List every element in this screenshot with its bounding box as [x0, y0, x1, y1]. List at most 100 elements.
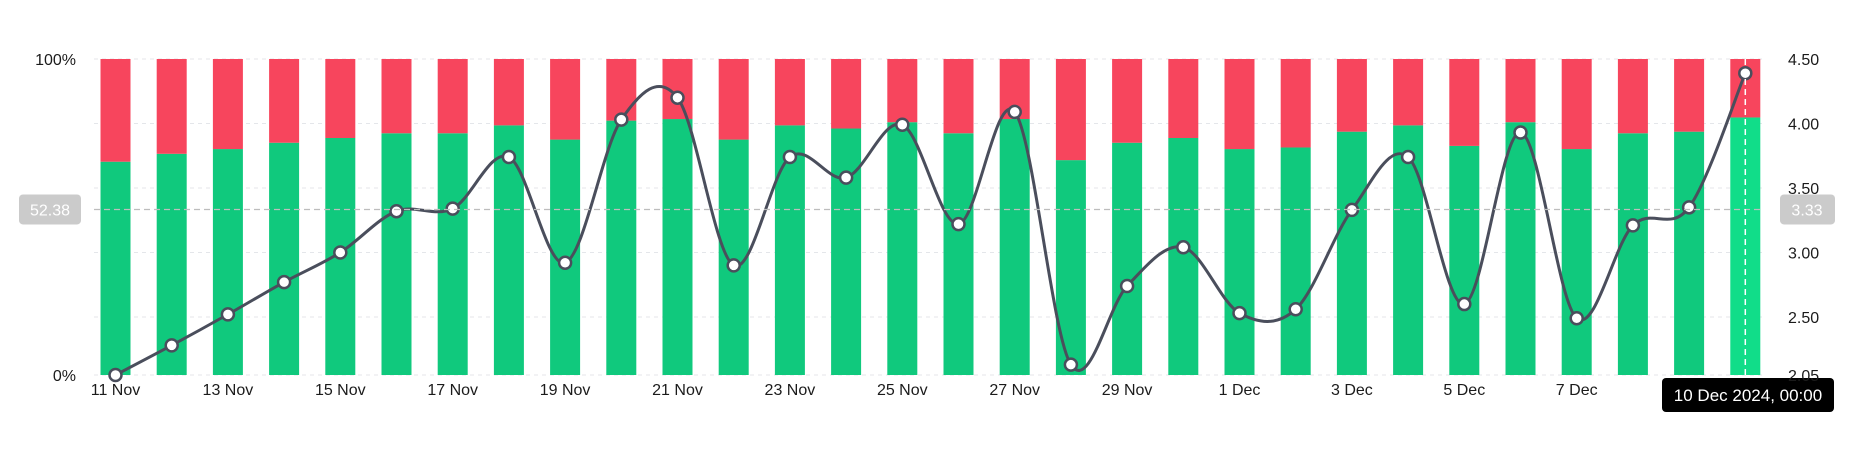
bar-short[interactable]: [1393, 59, 1424, 126]
bar-short[interactable]: [943, 59, 974, 134]
right-axis-tick: 2.50: [1788, 310, 1819, 327]
bar-long[interactable]: [718, 139, 749, 375]
line-point[interactable]: [108, 367, 123, 383]
bar-short[interactable]: [1168, 59, 1199, 138]
crosshair: 52.38 3.33 10 Dec 2024, 00:00: [19, 59, 1835, 412]
left-axis-tick: 100%: [35, 52, 76, 69]
tooltip-bg: [1662, 378, 1834, 412]
bar-short[interactable]: [325, 59, 356, 138]
bar-long[interactable]: [774, 125, 805, 375]
bar-short[interactable]: [1674, 59, 1705, 132]
bar-short[interactable]: [1224, 59, 1255, 150]
bar-long[interactable]: [662, 119, 693, 375]
bar-short[interactable]: [493, 59, 524, 126]
line-point[interactable]: [614, 112, 629, 127]
line-point[interactable]: [670, 90, 685, 105]
bar-long[interactable]: [381, 133, 412, 375]
line-point[interactable]: [276, 274, 292, 290]
line-point[interactable]: [557, 255, 573, 271]
bar-long[interactable]: [1055, 160, 1086, 375]
line-point[interactable]: [1063, 357, 1079, 372]
bar-short[interactable]: [437, 59, 468, 134]
bar-short[interactable]: [550, 59, 581, 140]
bar-long[interactable]: [212, 149, 243, 375]
bar-short[interactable]: [1112, 59, 1143, 143]
bar-short[interactable]: [1280, 59, 1311, 148]
bar-short[interactable]: [212, 59, 243, 150]
crosshair-right-label-bg: [1780, 194, 1835, 225]
bar-long[interactable]: [1393, 125, 1424, 375]
left-axis-tick: 0%: [53, 368, 76, 385]
line-point[interactable]: [1513, 125, 1528, 140]
bar-long[interactable]: [1168, 138, 1199, 375]
bar-long[interactable]: [943, 133, 974, 375]
bar-short[interactable]: [831, 59, 862, 129]
crosshair-right-label: 3.33: [1791, 202, 1822, 219]
x-axis-tick: 7 Dec: [1556, 382, 1598, 399]
right-axis-tick: 3.50: [1788, 181, 1819, 198]
bar-long[interactable]: [100, 161, 131, 375]
line-point[interactable]: [1625, 218, 1641, 233]
bar-short[interactable]: [1449, 59, 1480, 146]
bar-long[interactable]: [1617, 133, 1648, 375]
bar-short[interactable]: [1055, 59, 1086, 161]
bar-long[interactable]: [1561, 149, 1592, 375]
crosshair-left-label-bg: [19, 194, 81, 225]
bar-short[interactable]: [887, 59, 918, 123]
line-point[interactable]: [1119, 278, 1135, 294]
right-axis-tick: 3.00: [1788, 245, 1819, 262]
bar-short[interactable]: [1617, 59, 1648, 134]
bar-long[interactable]: [437, 133, 468, 375]
line-point[interactable]: [1457, 296, 1472, 312]
bar-long[interactable]: [831, 128, 862, 375]
line-point[interactable]: [389, 203, 404, 219]
line-point[interactable]: [1232, 305, 1247, 321]
bar-long[interactable]: [606, 120, 637, 376]
bar-long[interactable]: [1730, 117, 1761, 376]
bar-short[interactable]: [1505, 59, 1536, 123]
line-point[interactable]: [445, 201, 460, 216]
bar-long[interactable]: [1224, 149, 1255, 375]
bar-short[interactable]: [100, 59, 131, 162]
line-point[interactable]: [1176, 240, 1191, 255]
line-point[interactable]: [895, 117, 910, 133]
right-axis-tick: 2.05: [1788, 368, 1819, 385]
bar-long[interactable]: [1336, 131, 1367, 375]
bar-long[interactable]: [1112, 142, 1143, 375]
line-point[interactable]: [1007, 104, 1022, 120]
bar-short[interactable]: [718, 59, 749, 140]
bar-short[interactable]: [606, 59, 637, 121]
x-axis-tick: 19 Nov: [540, 382, 591, 399]
bar-short[interactable]: [269, 59, 300, 143]
bar-long[interactable]: [887, 122, 918, 375]
x-axis-tick: 25 Nov: [877, 382, 928, 399]
x-axis-tick: 21 Nov: [652, 382, 703, 399]
line-point[interactable]: [951, 216, 966, 232]
bar-long[interactable]: [1674, 131, 1705, 375]
line-point[interactable]: [220, 307, 236, 322]
right-axis-tick: 4.00: [1788, 116, 1819, 133]
line-point[interactable]: [838, 170, 854, 185]
line-point[interactable]: [782, 149, 798, 165]
line-point[interactable]: [1400, 149, 1416, 165]
bar-short[interactable]: [1336, 59, 1367, 132]
bar-long[interactable]: [269, 142, 300, 375]
line-point[interactable]: [333, 245, 348, 260]
bar-long[interactable]: [1449, 145, 1480, 375]
line-point[interactable]: [501, 149, 517, 165]
line-point[interactable]: [1569, 310, 1584, 326]
x-axis-tick: 5 Dec: [1443, 382, 1485, 399]
line-point[interactable]: [726, 258, 741, 273]
bar-short[interactable]: [774, 59, 805, 126]
ratio-line: [114, 72, 1747, 377]
bar-short[interactable]: [1561, 59, 1592, 150]
bar-short[interactable]: [156, 59, 187, 154]
bar-long[interactable]: [999, 119, 1030, 375]
line-point[interactable]: [1681, 200, 1697, 215]
line-point[interactable]: [164, 338, 179, 353]
bar-long[interactable]: [1505, 122, 1536, 375]
bar-long[interactable]: [1280, 147, 1311, 375]
line-point[interactable]: [1288, 301, 1303, 317]
bar-short[interactable]: [381, 59, 412, 134]
